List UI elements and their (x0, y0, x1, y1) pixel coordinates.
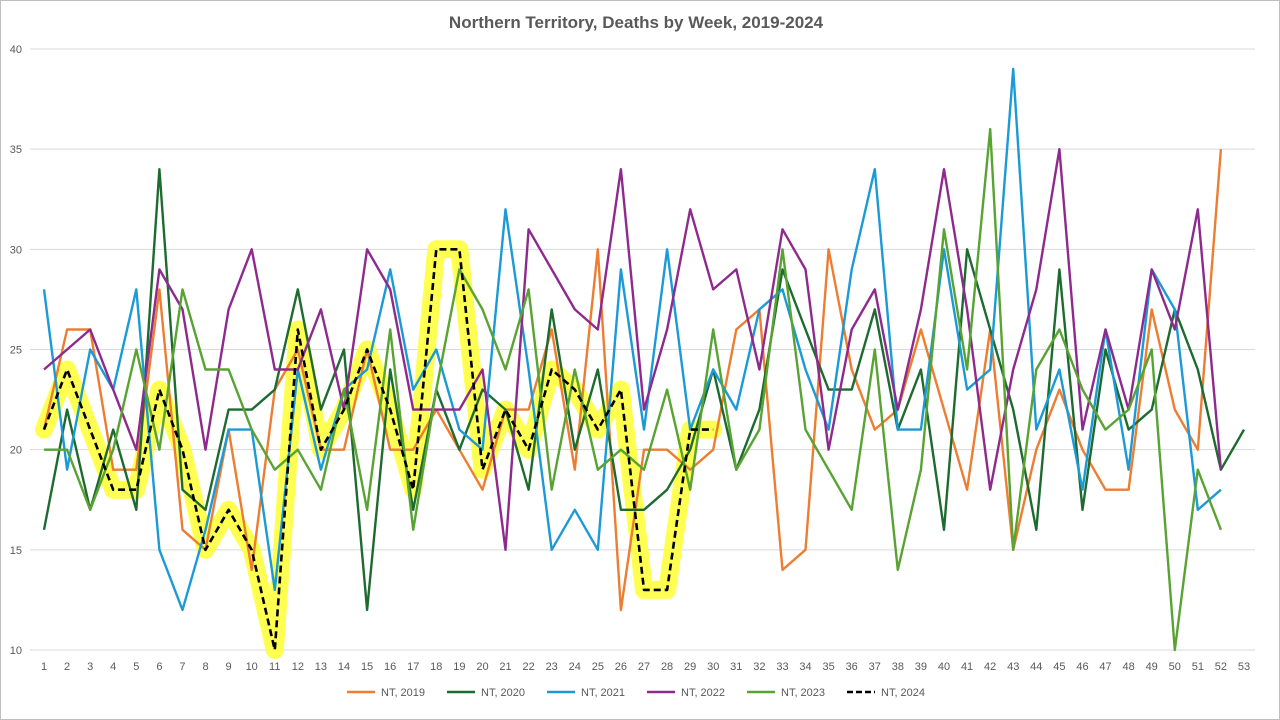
legend-label-nt-2021: NT, 2021 (581, 687, 625, 699)
x-tick-label: 42 (984, 661, 996, 673)
x-tick-label: 48 (1122, 661, 1134, 673)
x-tick-label: 45 (1053, 661, 1065, 673)
x-tick-label: 5 (133, 661, 139, 673)
x-tick-label: 37 (869, 661, 881, 673)
series-layer (42, 67, 1246, 652)
x-tick-label: 33 (776, 661, 788, 673)
series-line-nt-2019 (42, 149, 1223, 612)
x-tick-label: 46 (1076, 661, 1088, 673)
x-tick-label: 47 (1099, 661, 1111, 673)
x-tick-label: 30 (707, 661, 719, 673)
x-tick-label: 43 (1007, 661, 1019, 673)
y-tick-label: 25 (10, 345, 22, 357)
x-tick-label: 25 (592, 661, 604, 673)
x-tick-label: 27 (638, 661, 650, 673)
x-tick-label: 13 (315, 661, 327, 673)
x-tick-label: 28 (661, 661, 673, 673)
x-tick-label: 24 (569, 661, 581, 673)
legend-label-nt-2019: NT, 2019 (381, 687, 425, 699)
x-tick-label: 26 (615, 661, 627, 673)
series-line-nt-2023 (44, 127, 1223, 652)
x-tick-label: 2 (64, 661, 70, 673)
x-tick-label: 6 (156, 661, 162, 673)
x-tick-label: 34 (799, 661, 811, 673)
x-tick-label: 40 (938, 661, 950, 673)
y-tick-label: 20 (10, 445, 22, 457)
x-tick-label: 10 (246, 661, 258, 673)
x-tick-label: 52 (1215, 661, 1227, 673)
gridlines (30, 48, 1255, 651)
series-line-nt-2021 (42, 67, 1222, 612)
y-tick-label: 30 (10, 244, 22, 256)
x-tick-label: 8 (202, 661, 208, 673)
x-tick-label: 3 (87, 661, 93, 673)
legend-label-nt-2024: NT, 2024 (881, 687, 925, 699)
x-tick-label: 53 (1238, 661, 1250, 673)
x-tick-label: 4 (110, 661, 116, 673)
x-tick-label: 38 (892, 661, 904, 673)
y-tick-label: 10 (10, 645, 22, 657)
legend-label-nt-2022: NT, 2022 (681, 687, 725, 699)
x-tick-label: 11 (269, 661, 280, 673)
x-tick-label: 1 (41, 661, 47, 673)
y-tick-label: 40 (10, 44, 22, 56)
x-tick-label: 49 (1146, 661, 1158, 673)
x-tick-label: 18 (430, 661, 442, 673)
legend-label-nt-2020: NT, 2020 (481, 687, 525, 699)
x-tick-label: 39 (915, 661, 927, 673)
x-tick-label: 35 (822, 661, 834, 673)
x-tick-label: 29 (684, 661, 696, 673)
y-tick-label: 35 (10, 144, 22, 156)
legend-label-nt-2023: NT, 2023 (781, 687, 825, 699)
x-tick-label: 21 (499, 661, 511, 673)
y-tick-label: 15 (10, 545, 22, 557)
x-tick-label: 17 (407, 661, 419, 673)
x-tick-label: 32 (753, 661, 765, 673)
x-tick-label: 19 (453, 661, 465, 673)
x-tick-label: 51 (1192, 661, 1204, 673)
x-tick-label: 23 (546, 661, 558, 673)
x-tick-label: 31 (730, 661, 742, 673)
chart-title: Northern Territory, Deaths by Week, 2019… (449, 13, 824, 32)
x-tick-label: 14 (338, 661, 350, 673)
x-tick-label: 41 (961, 661, 973, 673)
x-tick-label: 16 (384, 661, 396, 673)
series-line-nt-2022 (43, 148, 1223, 551)
x-tick-label: 12 (292, 661, 304, 673)
series-line-nt-2024 (42, 248, 714, 652)
x-tick-label: 36 (846, 661, 858, 673)
x-tick-label: 20 (476, 661, 488, 673)
x-tick-label: 7 (179, 661, 185, 673)
x-tick-label: 44 (1030, 661, 1042, 673)
x-tick-label: 15 (361, 661, 373, 673)
x-tick-label: 50 (1169, 661, 1181, 673)
legend: NT, 2019 NT, 2020 NT, 2021 NT, 2022 NT, 2023… (347, 687, 925, 699)
x-tick-label: 9 (226, 661, 232, 673)
x-tick-label: 22 (522, 661, 534, 673)
